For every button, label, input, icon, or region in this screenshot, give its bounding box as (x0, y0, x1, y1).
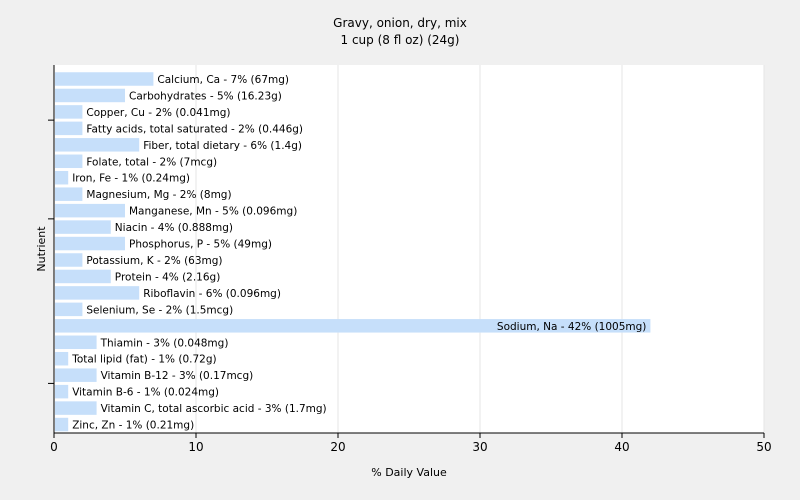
axes (53, 65, 764, 434)
bar-label: Copper, Cu - 2% (0.041mg) (86, 107, 230, 119)
bar (55, 187, 83, 201)
bar (55, 319, 651, 333)
bar (55, 253, 83, 267)
chart-title: Gravy, onion, dry, mix (333, 16, 467, 30)
y-axis-title: Nutrient (35, 226, 48, 272)
bar-label: Iron, Fe - 1% (0.24mg) (72, 173, 190, 185)
bar-label: Phosphorus, P - 5% (49mg) (129, 239, 272, 251)
bar (55, 72, 154, 86)
bar (55, 105, 83, 119)
bar (55, 401, 97, 415)
bar-label: Niacin - 4% (0.888mg) (115, 222, 233, 234)
bar (55, 302, 83, 317)
bar-label: Zinc, Zn - 1% (0.21mg) (72, 420, 194, 432)
bar (55, 88, 125, 103)
x-tick-label: 0 (50, 440, 58, 454)
x-axis-title: % Daily Value (371, 466, 447, 479)
bar (55, 220, 111, 234)
bar-label: Thiamin - 3% (0.048mg) (100, 337, 229, 349)
x-tick-label: 10 (188, 440, 203, 454)
bar-label: Folate, total - 2% (7mcg) (86, 156, 217, 168)
x-tick-label: 20 (330, 440, 345, 454)
bar-label: Vitamin C, total ascorbic acid - 3% (1.7… (101, 403, 327, 415)
bar (55, 203, 125, 218)
y-ticks (48, 119, 54, 384)
bar-label: Carbohydrates - 5% (16.23g) (129, 90, 282, 102)
bar (55, 351, 69, 366)
bar-label: Potassium, K - 2% (63mg) (86, 255, 222, 267)
bar-label: Magnesium, Mg - 2% (8mg) (86, 189, 231, 201)
x-tick-label: 50 (756, 440, 771, 454)
bar (55, 417, 69, 432)
gridlines (195, 65, 765, 433)
bar (55, 368, 97, 382)
bar-label: Fiber, total dietary - 6% (1.4g) (143, 140, 302, 152)
x-ticks: 0 10 20 30 40 50 (50, 433, 772, 454)
bar (55, 286, 140, 300)
bar-label: Sodium, Na - 42% (1005mg) (497, 321, 646, 333)
bar-label: Manganese, Mn - 5% (0.096mg) (129, 206, 297, 218)
bar (55, 236, 125, 251)
bar-label: Selenium, Se - 2% (1.5mcg) (86, 304, 233, 316)
x-tick-label: 30 (472, 440, 487, 454)
bar-label: Total lipid (fat) - 1% (0.72g) (71, 354, 216, 366)
chart-subtitle: 1 cup (8 fl oz) (24g) (341, 33, 460, 47)
bar-label: Riboflavin - 6% (0.096mg) (143, 288, 281, 300)
bar-label: Protein - 4% (2.16g) (115, 271, 221, 283)
plot-area (54, 65, 764, 433)
bar (55, 154, 83, 169)
bar (55, 138, 140, 152)
bars (55, 72, 651, 432)
bar-label: Fatty acids, total saturated - 2% (0.446… (86, 123, 303, 135)
x-tick-label: 40 (614, 440, 629, 454)
bar (55, 335, 97, 350)
bar (55, 121, 83, 136)
bar (55, 384, 69, 399)
bar (55, 170, 69, 185)
bar (55, 269, 111, 284)
bar-label: Calcium, Ca - 7% (67mg) (157, 74, 289, 86)
bar-label: Vitamin B-6 - 1% (0.024mg) (72, 387, 219, 399)
bar-labels: Calcium, Ca - 7% (67mg) Carbohydrates - 5… (71, 74, 646, 432)
bar-label: Vitamin B-12 - 3% (0.17mcg) (101, 370, 254, 382)
